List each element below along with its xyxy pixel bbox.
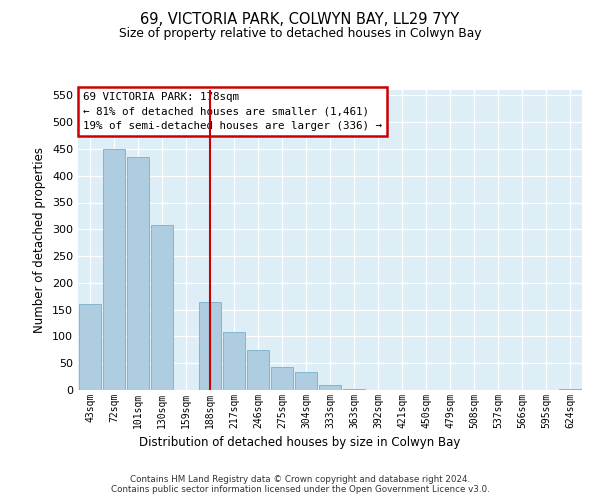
Bar [343,389,365,390]
Bar [79,304,101,390]
Bar [223,332,245,390]
Text: Contains HM Land Registry data © Crown copyright and database right 2024.: Contains HM Land Registry data © Crown c… [130,476,470,484]
Text: Distribution of detached houses by size in Colwyn Bay: Distribution of detached houses by size … [139,436,461,449]
Bar [151,225,173,390]
Bar [559,389,581,390]
Bar [247,350,269,390]
Bar [295,372,317,390]
Bar [127,157,149,390]
Bar [319,384,341,390]
Text: Size of property relative to detached houses in Colwyn Bay: Size of property relative to detached ho… [119,28,481,40]
Bar [271,367,293,390]
Bar [199,302,221,390]
Text: 69 VICTORIA PARK: 178sqm
← 81% of detached houses are smaller (1,461)
19% of sem: 69 VICTORIA PARK: 178sqm ← 81% of detach… [83,92,382,131]
Text: 69, VICTORIA PARK, COLWYN BAY, LL29 7YY: 69, VICTORIA PARK, COLWYN BAY, LL29 7YY [140,12,460,28]
Bar [103,149,125,390]
Y-axis label: Number of detached properties: Number of detached properties [34,147,46,333]
Text: Contains public sector information licensed under the Open Government Licence v3: Contains public sector information licen… [110,486,490,494]
